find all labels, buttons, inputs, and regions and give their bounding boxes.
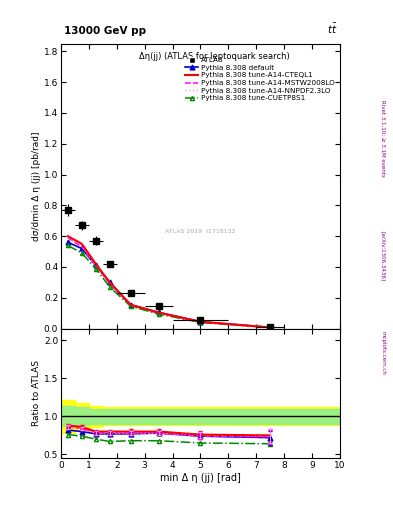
Text: Δη(jj) (ATLAS for leptoquark search): Δη(jj) (ATLAS for leptoquark search) xyxy=(139,52,290,61)
Text: mcplots.cern.ch: mcplots.cern.ch xyxy=(381,331,386,375)
Legend: ATLAS, Pythia 8.308 default, Pythia 8.308 tune-A14-CTEQL1, Pythia 8.308 tune-A14: ATLAS, Pythia 8.308 default, Pythia 8.30… xyxy=(184,56,336,103)
Text: ATLAS 2019  I1718132: ATLAS 2019 I1718132 xyxy=(165,229,236,234)
Text: [arXiv:1306.3436]: [arXiv:1306.3436] xyxy=(381,231,386,281)
Text: 13000 GeV pp: 13000 GeV pp xyxy=(64,27,146,36)
Y-axis label: dσ/dmin Δ η (jj) [pb/rad]: dσ/dmin Δ η (jj) [pb/rad] xyxy=(32,132,41,241)
Text: Rivet 3.1.10; ≥ 3.1M events: Rivet 3.1.10; ≥ 3.1M events xyxy=(381,100,386,177)
X-axis label: min Δ η (jj) [rad]: min Δ η (jj) [rad] xyxy=(160,473,241,483)
Text: $t\bar{t}$: $t\bar{t}$ xyxy=(327,23,337,36)
Y-axis label: Ratio to ATLAS: Ratio to ATLAS xyxy=(32,360,41,426)
